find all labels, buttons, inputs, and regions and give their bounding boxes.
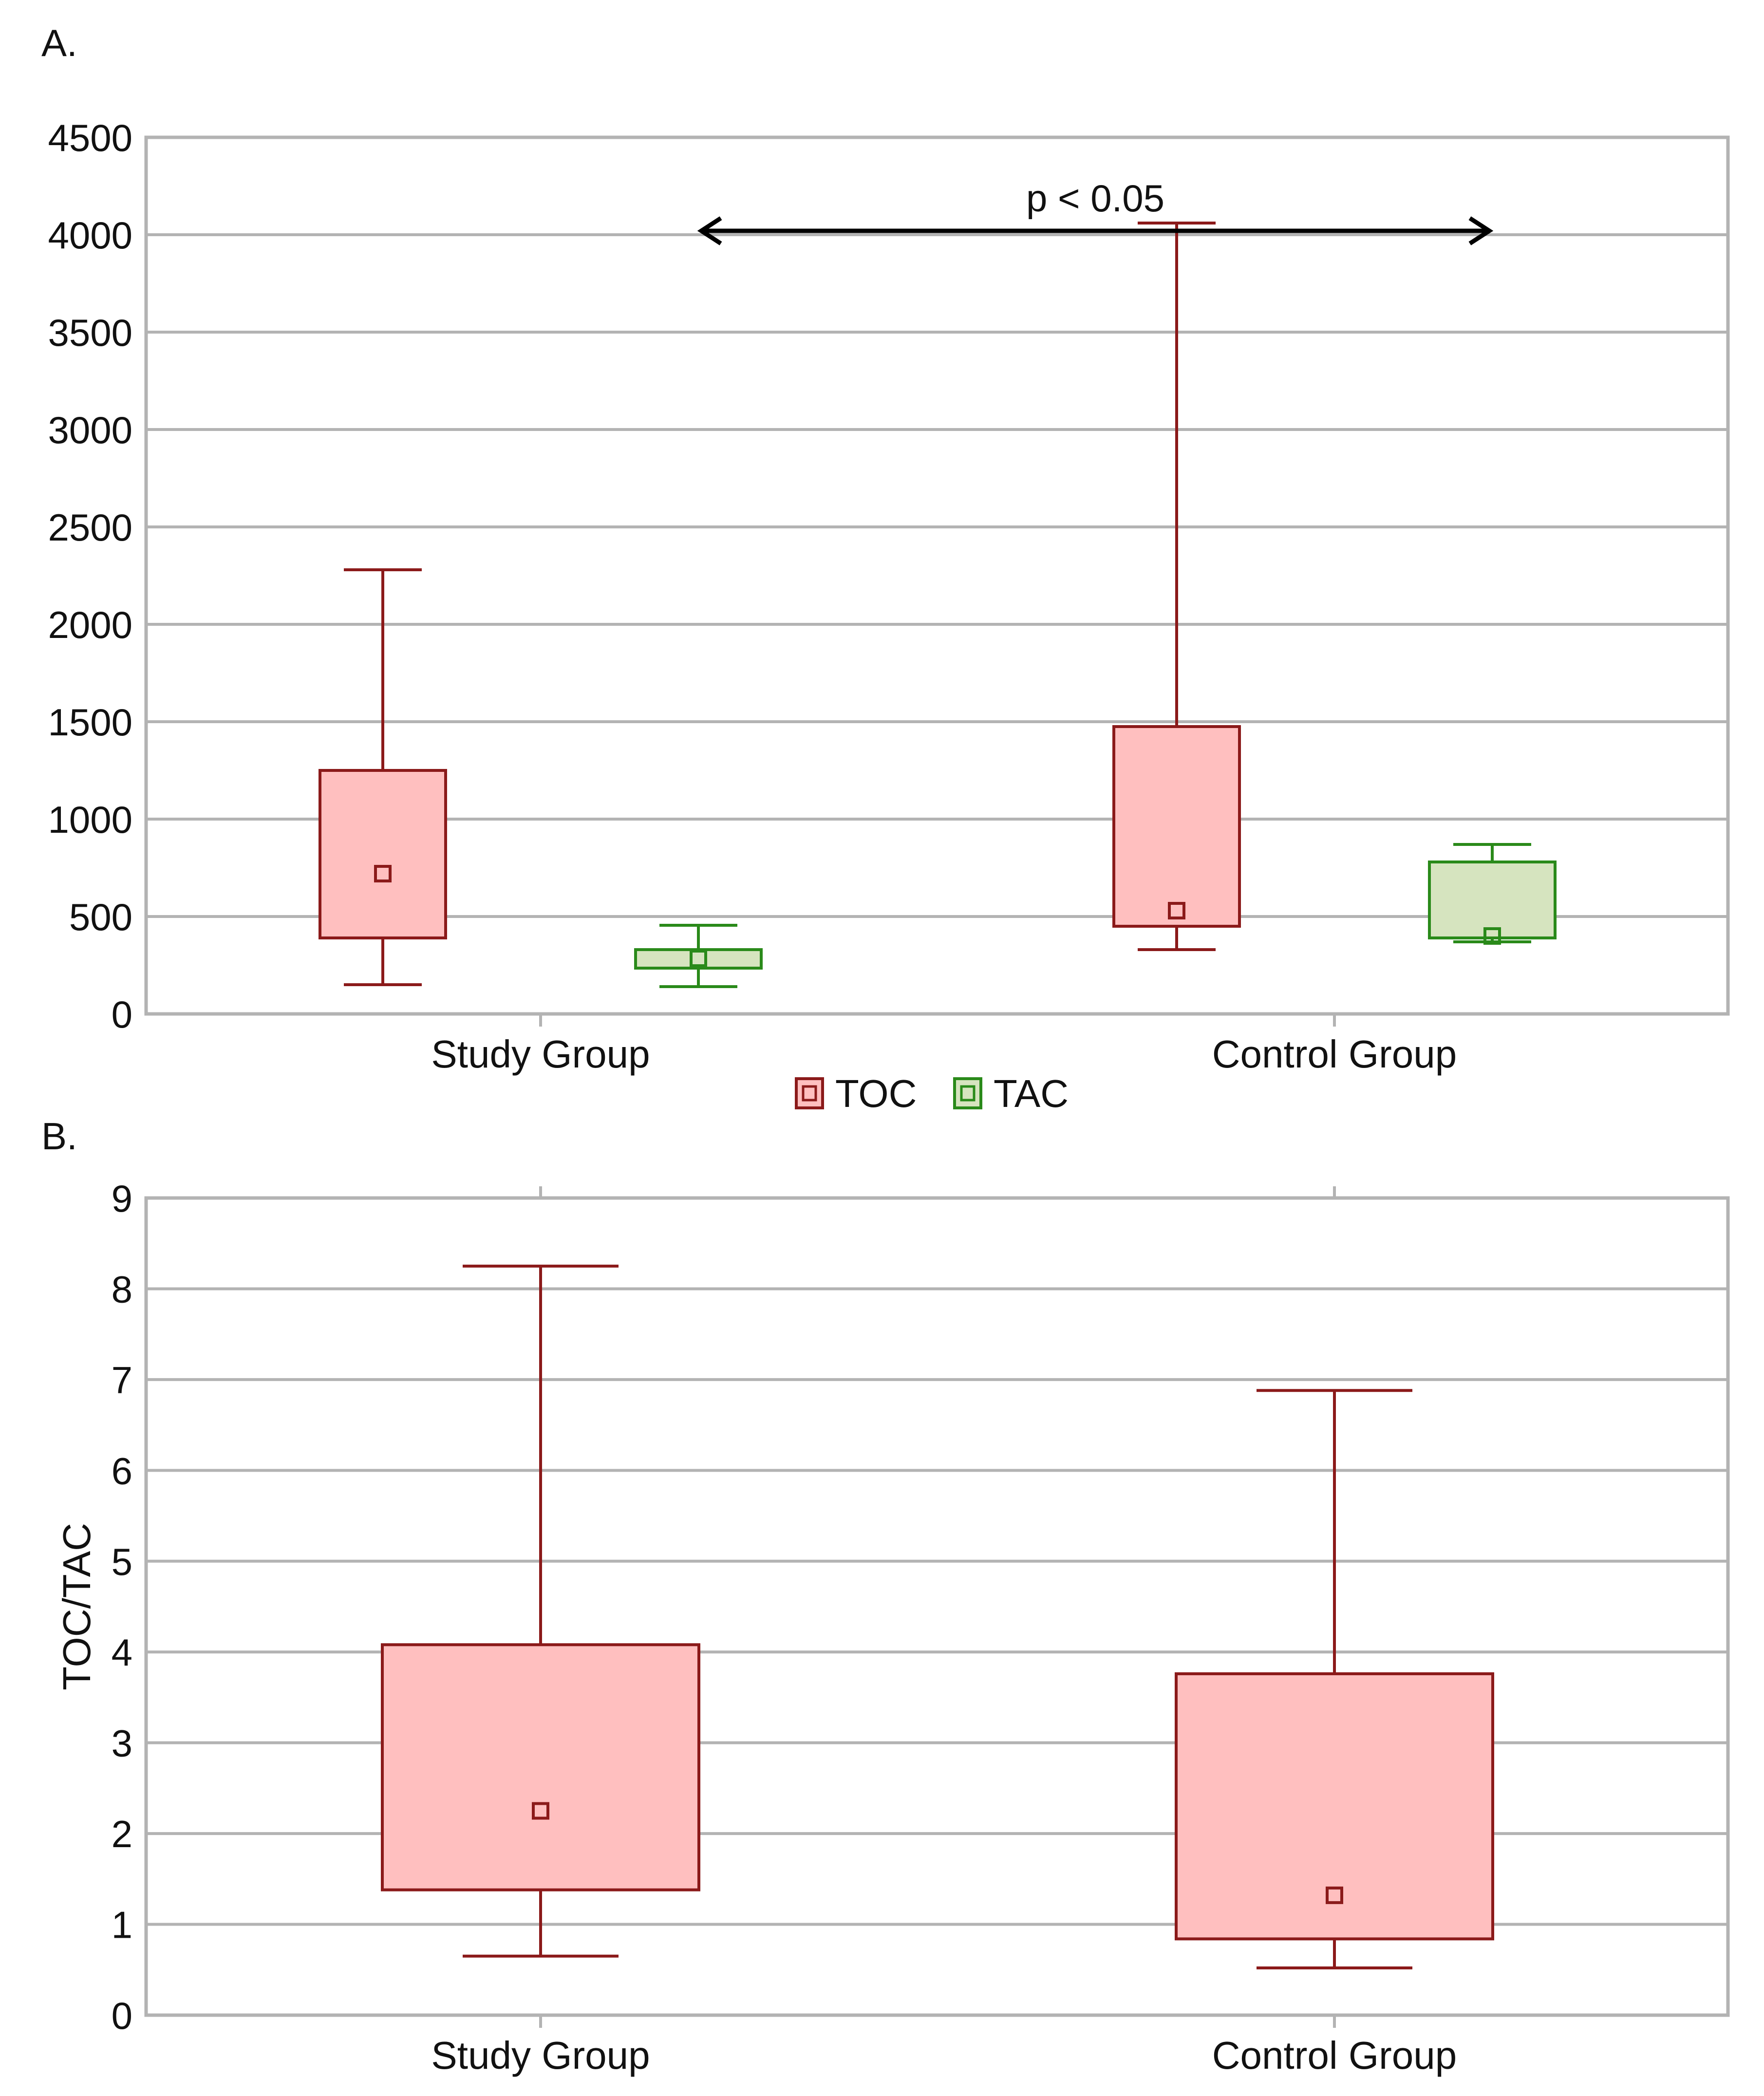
y-tick-label: 1000 (48, 798, 132, 841)
panel-a-plot-frame (144, 135, 1730, 1016)
panel-a-chart: A. 050010001500200025003000350040004500 … (41, 21, 1730, 1115)
panel-b-plot-frame (144, 1196, 1730, 2017)
significance-label: p < 0.05 (1026, 177, 1164, 220)
box-toc-tac-study-group (381, 1264, 700, 1958)
box-toc-tac-control-group (1175, 1389, 1494, 1970)
y-tick-label: 1 (112, 1904, 132, 1946)
box-tac-study-group (634, 924, 763, 988)
x-category-label: Study Group (431, 1032, 650, 1076)
y-tick-label: 0 (112, 1994, 132, 2037)
legend-swatch-toc (795, 1077, 824, 1109)
panel-a-x-ticks: Study Group Control Group (431, 1014, 1457, 1076)
panel-b-boxes (381, 1264, 1494, 1970)
legend-swatch-marker (960, 1085, 976, 1102)
x-category-label: Control Group (1212, 1032, 1457, 1076)
y-tick-label: 4 (112, 1631, 132, 1674)
panel-a-boxes (319, 222, 1557, 988)
y-tick-label: 9 (112, 1177, 132, 1220)
median-marker (1483, 927, 1501, 945)
median-marker (1168, 902, 1185, 919)
iqr-box (319, 769, 447, 939)
panel-a-annotation: p < 0.05 (697, 177, 1494, 245)
panel-a-label: A. (41, 21, 77, 64)
legend-swatch-tac (953, 1077, 982, 1109)
y-tick-label: 3 (112, 1722, 132, 1765)
y-tick-label: 7 (112, 1359, 132, 1402)
y-tick-label: 2 (112, 1813, 132, 1855)
median-marker (532, 1802, 549, 1820)
panel-b-y-axis-title: TOC/TAC (55, 1523, 98, 1690)
iqr-box (381, 1643, 700, 1891)
median-marker (1326, 1886, 1343, 1904)
y-tick-label: 4500 (48, 116, 132, 159)
box-tac-control-group (1428, 843, 1557, 945)
x-category-label: Control Group (1212, 2034, 1457, 2077)
y-tick-label: 0 (112, 993, 132, 1036)
y-tick-label: 2500 (48, 506, 132, 549)
iqr-box (1428, 861, 1557, 939)
panel-b-x-ticks: Study Group Control Group (431, 1186, 1457, 2077)
y-tick-label: 4000 (48, 214, 132, 257)
panel-b-y-ticks: 0 1 2 3 4 5 6 7 8 9 (112, 1177, 132, 2037)
legend-tac-label: TAC (994, 1072, 1069, 1115)
legend-swatch-marker (802, 1085, 817, 1102)
y-tick-label: 1500 (48, 701, 132, 744)
x-category-label: Study Group (431, 2034, 650, 2077)
box-toc-study-group (319, 568, 447, 986)
y-tick-label: 5 (112, 1540, 132, 1583)
y-tick-label: 6 (112, 1449, 132, 1492)
iqr-box (1112, 725, 1241, 928)
median-marker (374, 865, 392, 882)
y-tick-label: 2000 (48, 603, 132, 646)
y-tick-label: 3000 (48, 409, 132, 451)
legend-toc-label: TOC (835, 1072, 917, 1115)
y-tick-label: 3500 (48, 311, 132, 354)
y-tick-label: 500 (69, 896, 132, 938)
arrowhead-left (697, 216, 722, 245)
arrowhead-right (1468, 216, 1494, 245)
legend: TOC TAC (795, 1072, 1069, 1115)
panel-b-chart: B. TOC/TAC 0 1 2 3 4 5 6 7 8 9 Study Group Control… (41, 1115, 1730, 2077)
y-tick-label: 8 (112, 1268, 132, 1310)
median-marker (690, 950, 707, 967)
panel-b-label: B. (41, 1115, 77, 1158)
iqr-box (1175, 1672, 1494, 1941)
panel-a-y-ticks: 0 500 1000 1500 2000 2500 3000 3500 4000 4500 (48, 116, 132, 1036)
box-toc-control-group (1112, 222, 1241, 951)
